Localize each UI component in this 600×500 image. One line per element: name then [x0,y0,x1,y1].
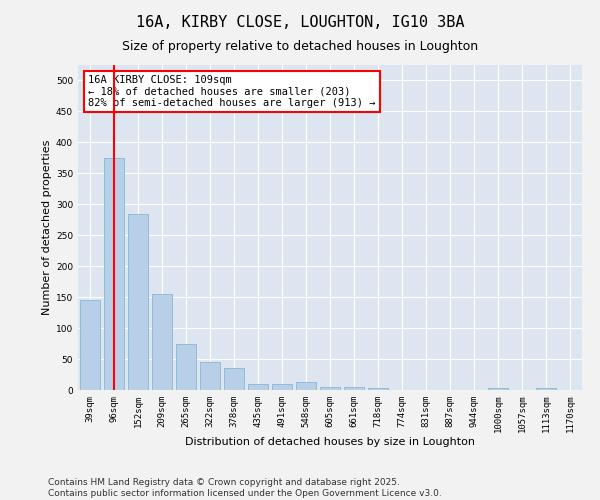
Bar [224,368,244,390]
Y-axis label: Number of detached properties: Number of detached properties [42,140,52,315]
Text: Size of property relative to detached houses in Loughton: Size of property relative to detached ho… [122,40,478,53]
Bar [536,388,556,390]
Bar [344,387,364,390]
Bar [104,158,124,390]
Text: 16A, KIRBY CLOSE, LOUGHTON, IG10 3BA: 16A, KIRBY CLOSE, LOUGHTON, IG10 3BA [136,15,464,30]
Text: Contains HM Land Registry data © Crown copyright and database right 2025.
Contai: Contains HM Land Registry data © Crown c… [48,478,442,498]
Bar [176,344,196,390]
Bar [488,388,508,390]
Bar [200,362,220,390]
Bar [152,294,172,390]
Bar [80,300,100,390]
Bar [248,384,268,390]
Bar [320,387,340,390]
Bar [368,388,388,390]
Bar [296,382,316,390]
X-axis label: Distribution of detached houses by size in Loughton: Distribution of detached houses by size … [185,436,475,446]
Bar [128,214,148,390]
Bar [272,384,292,390]
Text: 16A KIRBY CLOSE: 109sqm
← 18% of detached houses are smaller (203)
82% of semi-d: 16A KIRBY CLOSE: 109sqm ← 18% of detache… [88,74,376,108]
